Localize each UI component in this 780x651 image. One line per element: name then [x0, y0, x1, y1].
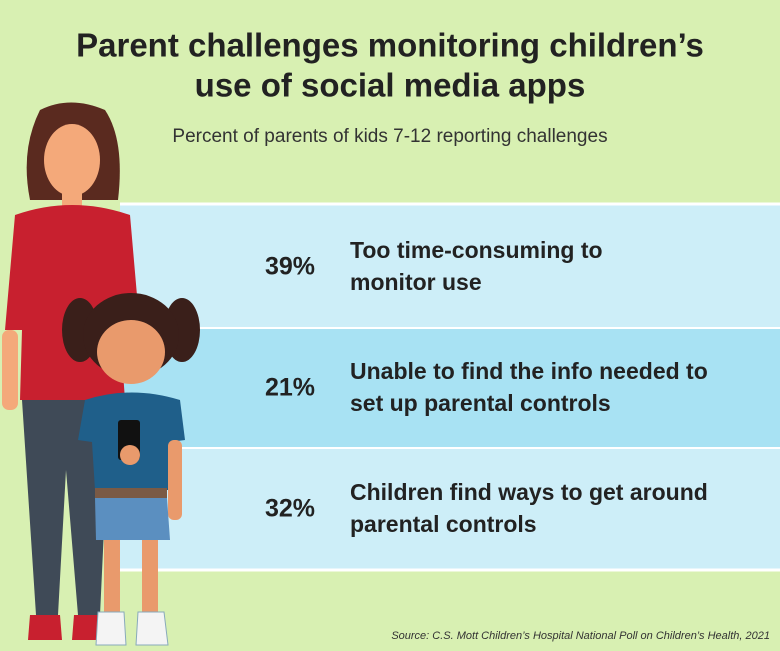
- child-illustration: [62, 293, 200, 646]
- arm: [168, 440, 182, 520]
- shoe: [72, 615, 104, 640]
- row-label: Too time-consuming to: [350, 237, 603, 263]
- belt: [95, 488, 167, 498]
- row-band: [120, 449, 780, 569]
- row-band: [120, 205, 780, 327]
- shoe: [95, 611, 127, 646]
- percent: 32%: [265, 495, 315, 523]
- neck: [62, 190, 82, 210]
- shorts: [95, 498, 170, 540]
- hand: [120, 445, 140, 465]
- subtitle: Percent of parents of kids 7-12 reportin…: [172, 126, 607, 147]
- arm: [2, 330, 18, 410]
- source: Source: C.S. Mott Children’s Hospital Na…: [391, 630, 770, 642]
- row-label: Unable to find the info needed to: [350, 358, 708, 384]
- row-band: [120, 329, 780, 447]
- row-label: Children find ways to get around: [350, 479, 708, 505]
- percent: 21%: [265, 374, 315, 402]
- leg: [104, 540, 120, 615]
- face: [97, 320, 165, 384]
- percent: 39%: [265, 253, 315, 281]
- shoe: [28, 615, 62, 640]
- title: Parent challenges monitoring children’s: [76, 27, 704, 64]
- title: use of social media apps: [195, 67, 586, 104]
- row-label: monitor use: [350, 269, 482, 295]
- pants: [22, 400, 110, 615]
- leg: [142, 540, 158, 615]
- row-label: set up parental controls: [350, 390, 611, 416]
- face: [44, 124, 100, 196]
- row-label: parental controls: [350, 511, 537, 537]
- shoe: [135, 611, 169, 646]
